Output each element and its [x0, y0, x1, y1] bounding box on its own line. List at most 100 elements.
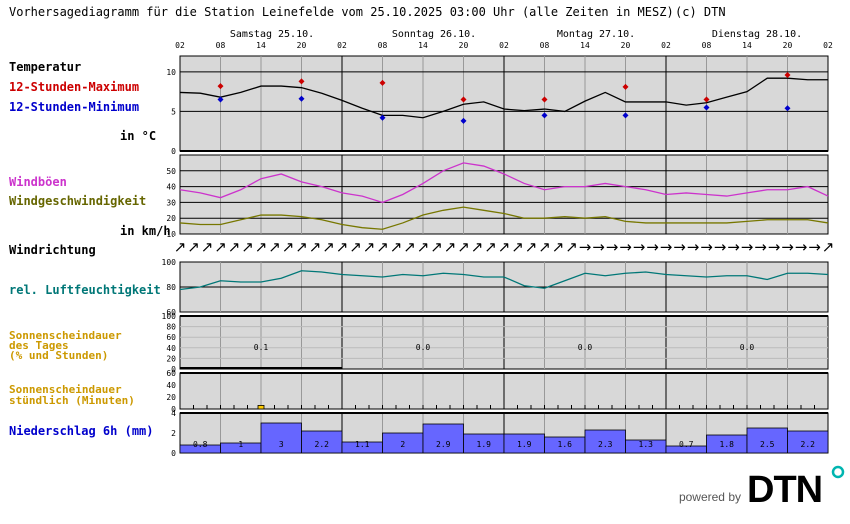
min-temp-marker: [622, 112, 629, 119]
max-temp-label: 12-Stunden-Maximum: [9, 80, 139, 94]
hour-tick-label: 08: [540, 41, 550, 50]
precip-value: 2.3: [598, 440, 613, 449]
y-tick-label: 10: [166, 68, 176, 77]
wind-arrow: ↗: [498, 238, 511, 256]
y-tick-label: 30: [166, 198, 176, 207]
y-tick-label: 40: [166, 381, 176, 390]
sun-hourly-label-2: stündlich (Minuten): [9, 394, 135, 407]
hour-tick-label: 20: [297, 41, 307, 50]
wind-arrow: →: [700, 238, 713, 256]
sunshine-hourly-panel: 0 20 40 60: [166, 369, 829, 414]
hour-tick-label: 08: [216, 41, 226, 50]
wind-arrow: ↗: [214, 238, 227, 256]
wind-arrow: →: [781, 238, 794, 256]
wind-arrow: ↗: [403, 238, 416, 256]
wind-arrow: →: [808, 238, 821, 256]
y-tick-label: 60: [166, 369, 176, 378]
wind-arrow: ↗: [349, 238, 362, 256]
max-temp-marker: [298, 78, 305, 85]
hour-tick-label: 08: [378, 41, 388, 50]
wind-arrow: →: [673, 238, 686, 256]
sun-daily-value: 0.0: [578, 343, 593, 352]
y-tick-label: 50: [166, 167, 176, 176]
min-temp-marker: [460, 117, 467, 124]
precipitation-panel: 0 2 4 0.8 1 3 2.2 1.1 2 2.9 1.9 1.9 1.6 2.3 1.3 0.7 1.8 2…: [171, 409, 829, 458]
wind-arrow: ↗: [336, 238, 349, 256]
sun-daily-value: 0.1: [254, 343, 269, 352]
wind-arrow: →: [592, 238, 605, 256]
max-temp-marker: [784, 72, 791, 78]
max-temp-marker: [541, 96, 548, 103]
wind-arrow: →: [741, 238, 754, 256]
precip-value: 2: [400, 440, 405, 449]
y-tick-label: 0: [171, 147, 176, 156]
y-tick-label: 80: [166, 323, 176, 332]
wind-arrow: →: [633, 238, 646, 256]
wind-arrow: →: [660, 238, 673, 256]
y-tick-label: 100: [162, 312, 177, 321]
y-tick-label: 0: [171, 449, 176, 458]
wind-panel: 10 20 30 40 50: [166, 154, 829, 239]
wind-arrow: →: [606, 238, 619, 256]
y-tick-label: 20: [166, 354, 176, 363]
humidity-panel: 60 80 100: [162, 258, 829, 317]
hour-tick-label: 02: [661, 41, 671, 50]
precip-bar: [422, 423, 464, 454]
min-temp-marker: [784, 105, 791, 112]
hour-tick-label: 20: [621, 41, 631, 50]
precip-value: 0.7: [679, 440, 694, 449]
wind-arrow: →: [714, 238, 727, 256]
y-tick-label: 40: [166, 344, 176, 353]
precip-value: 2.9: [436, 440, 451, 449]
day-label: Samstag 25.10.: [230, 29, 314, 40]
wind-arrow: ↗: [201, 238, 214, 256]
row-labels: Temperatur 12-Stunden-Maximum 12-Stunden…: [9, 60, 171, 438]
precip-value: 2.2: [315, 440, 330, 449]
wind-arrow: ↗: [376, 238, 389, 256]
y-tick-label: 60: [166, 308, 176, 317]
hour-tick-label: 20: [459, 41, 469, 50]
wind-unit-label: in km/h: [120, 224, 171, 238]
y-tick-label: 0: [171, 405, 176, 414]
sun-hourly-bar: [257, 404, 265, 410]
wind-arrow: →: [754, 238, 767, 256]
hour-tick-label: 02: [337, 41, 347, 50]
wind-arrow: →: [795, 238, 808, 256]
y-tick-label: 2: [171, 429, 176, 438]
sun-hourly-label-1: Sonnenscheindauer: [9, 383, 122, 396]
day-label: Dienstag 28.10.: [712, 29, 802, 40]
wind-arrow: ↗: [187, 238, 200, 256]
wind-arrow: ↗: [363, 238, 376, 256]
day-label: Montag 27.10.: [557, 29, 635, 40]
wind-direction-label: Windrichtung: [9, 243, 96, 257]
precip-value: 1.9: [517, 440, 532, 449]
precip-value: 2.5: [760, 440, 775, 449]
sun-daily-label-2: des Tages: [9, 339, 69, 352]
wind-direction-background: [174, 236, 834, 256]
temperature-label: Temperatur: [9, 60, 81, 74]
hour-tick-label: 02: [499, 41, 509, 50]
wind-arrow: ↗: [552, 238, 565, 256]
dtn-logo: DTN: [747, 469, 822, 511]
y-tick-label: 20: [166, 214, 176, 223]
wind-arrow: ↗: [282, 238, 295, 256]
sun-daily-label-1: Sonnenscheindauer: [9, 329, 122, 342]
humidity-label: rel. Luftfeuchtigkeit: [9, 283, 161, 297]
precip-label: Niederschlag 6h (mm): [9, 424, 154, 438]
wind-arrow: ↗: [295, 238, 308, 256]
wind-arrow: ↗: [390, 238, 403, 256]
wind-arrow: →: [579, 238, 592, 256]
wind-arrow: ↗: [228, 238, 241, 256]
min-temp-marker: [379, 114, 386, 121]
precip-value: 1: [238, 440, 243, 449]
copyright: (c) DTN: [675, 5, 726, 19]
wind-speed-label: Windgeschwindigkeit: [9, 194, 146, 208]
sun-daily-value: 0.0: [740, 343, 755, 352]
wind-arrow: →: [727, 238, 740, 256]
temperature-line: [179, 77, 828, 119]
wind-arrow: ↗: [444, 238, 457, 256]
max-temp-marker: [622, 83, 629, 90]
min-temp-marker: [541, 112, 548, 119]
wind-arrow: ↗: [268, 238, 281, 256]
